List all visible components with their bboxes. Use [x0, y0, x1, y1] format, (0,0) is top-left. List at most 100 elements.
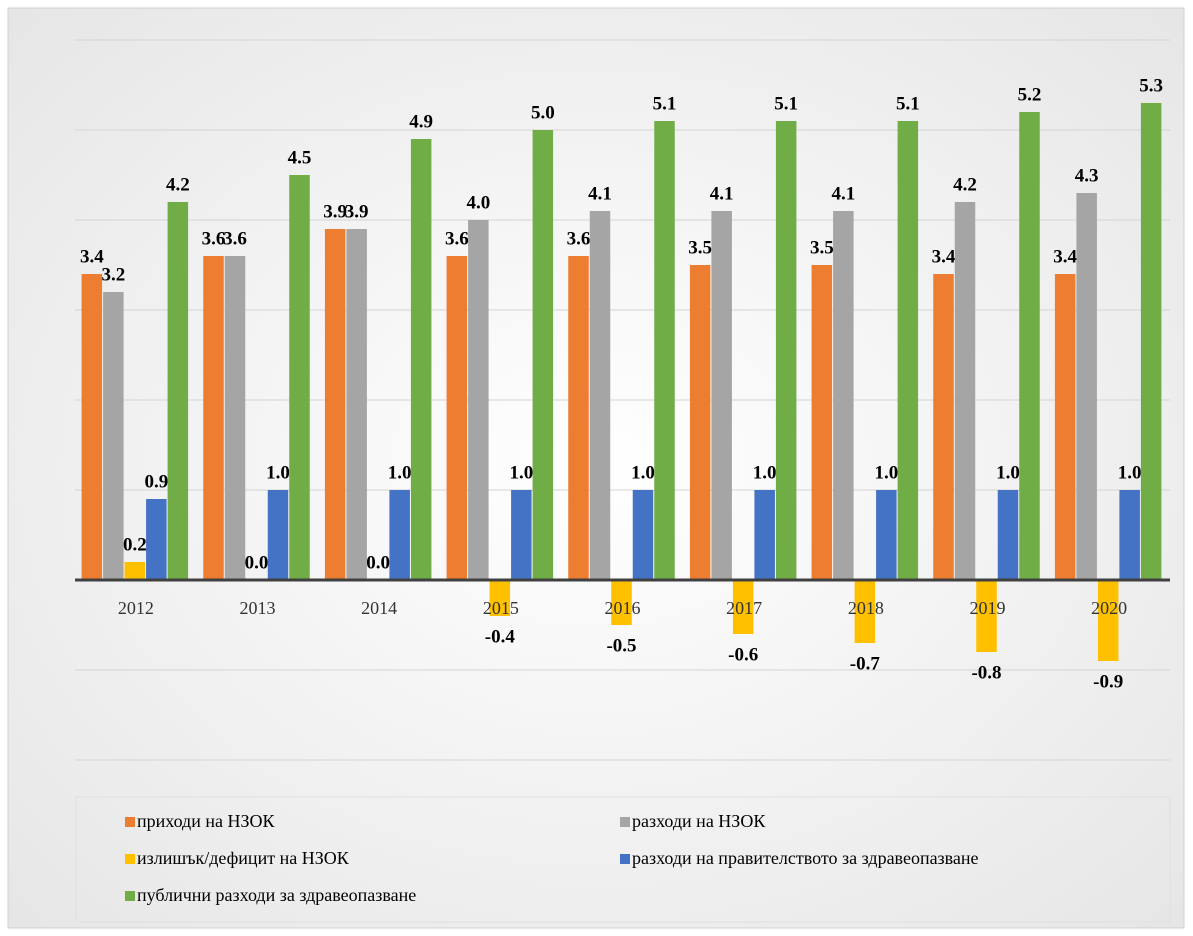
value-label: -0.9	[1093, 671, 1123, 692]
value-label: 1.0	[996, 462, 1020, 483]
legend-swatch	[125, 854, 135, 864]
bar	[976, 580, 997, 652]
bar	[689, 265, 711, 580]
legend-swatch	[125, 891, 135, 901]
value-label: 4.3	[1075, 165, 1099, 186]
value-label: 3.5	[688, 237, 712, 258]
value-label: 5.0	[531, 102, 555, 123]
bar	[775, 121, 797, 580]
bar	[446, 256, 468, 580]
value-label: 5.1	[896, 93, 920, 114]
bar	[1054, 274, 1076, 580]
bar	[203, 256, 224, 580]
bar	[224, 256, 246, 580]
legend-box	[75, 796, 1171, 923]
bar	[410, 139, 432, 580]
value-label: -0.8	[971, 662, 1001, 683]
x-tick-label: 2014	[361, 598, 397, 618]
bar	[346, 229, 367, 580]
bar	[124, 562, 146, 580]
value-label: 1.0	[509, 462, 533, 483]
value-label: 1.0	[1118, 462, 1142, 483]
x-tick-label: 2016	[605, 598, 641, 618]
bar	[532, 130, 554, 580]
bar	[146, 499, 167, 580]
value-label: 3.6	[223, 228, 247, 249]
value-label: 3.6	[202, 228, 226, 249]
value-label: 4.1	[831, 183, 855, 204]
bar	[167, 202, 189, 580]
value-label: 3.2	[101, 264, 125, 285]
legend-label: приходи на НЗОК	[137, 811, 275, 831]
bar	[997, 490, 1019, 580]
bar	[1076, 193, 1097, 580]
value-label: 4.2	[166, 174, 190, 195]
value-label: 4.1	[710, 183, 734, 204]
bar	[568, 256, 589, 580]
bar	[711, 211, 732, 580]
value-label: -0.5	[606, 635, 636, 656]
bar	[933, 274, 954, 580]
value-label: 5.1	[653, 93, 677, 114]
x-tick-label: 2015	[483, 598, 519, 618]
legend-swatch	[620, 854, 630, 864]
value-label: 1.0	[753, 462, 777, 483]
bar	[289, 175, 310, 580]
value-label: 4.5	[288, 147, 312, 168]
value-label: 4.1	[588, 183, 612, 204]
bar	[81, 274, 103, 580]
value-label: 4.2	[953, 174, 977, 195]
x-tick-label: 2017	[726, 598, 762, 618]
legend-label: излишък/дефицит на НЗОК	[137, 848, 350, 868]
x-tick-label: 2019	[970, 598, 1006, 618]
value-label: -0.6	[728, 644, 758, 665]
value-label: 3.4	[932, 246, 956, 267]
bar	[1097, 580, 1119, 661]
bar	[732, 580, 754, 634]
bar	[589, 211, 611, 580]
bar	[854, 580, 876, 643]
value-label: 3.6	[567, 228, 591, 249]
bar	[468, 220, 489, 580]
value-label: -0.7	[850, 653, 881, 674]
bar	[897, 121, 919, 580]
bar	[511, 490, 532, 580]
value-label: 1.0	[874, 462, 898, 483]
bar	[811, 265, 833, 580]
value-label: 3.4	[80, 246, 104, 267]
value-label: 5.1	[774, 93, 798, 114]
value-label: 4.0	[466, 192, 490, 213]
value-label: 0.0	[245, 552, 269, 573]
legend-label: разходи на правителството за здравеопазв…	[632, 848, 979, 868]
bar	[833, 211, 854, 580]
value-label: 5.2	[1018, 84, 1042, 105]
bar	[267, 490, 289, 580]
bar	[611, 580, 632, 625]
bar	[954, 202, 976, 580]
value-label: 5.3	[1139, 75, 1163, 96]
bar	[324, 229, 346, 580]
value-label: 3.5	[810, 237, 834, 258]
x-tick-label: 2012	[118, 598, 154, 618]
legend-swatch	[125, 817, 135, 827]
bar	[1119, 490, 1140, 580]
bar	[632, 490, 654, 580]
value-label: 0.9	[144, 471, 168, 492]
legend-label: публични разходи за здравеопазване	[137, 885, 416, 905]
value-label: 3.9	[345, 201, 369, 222]
bar	[654, 121, 675, 580]
value-label: 3.4	[1053, 246, 1077, 267]
value-label: 0.2	[123, 534, 147, 555]
value-label: 1.0	[266, 462, 290, 483]
bar	[389, 490, 410, 580]
x-tick-label: 2018	[848, 598, 884, 618]
bar	[754, 490, 775, 580]
legend-label: разходи на НЗОК	[632, 811, 766, 831]
legend-swatch	[620, 817, 630, 827]
value-label: 0.0	[366, 552, 390, 573]
value-label: 3.9	[323, 201, 347, 222]
value-label: 1.0	[631, 462, 655, 483]
bar	[876, 490, 897, 580]
